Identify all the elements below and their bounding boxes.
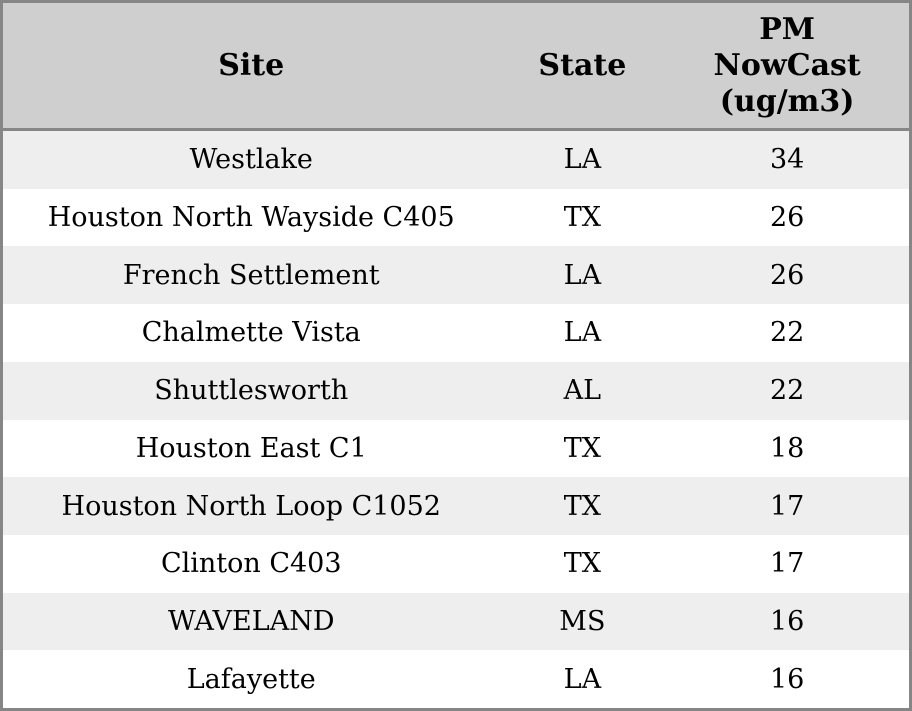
cell-pm-nowcast: 22 [769, 375, 805, 407]
cell-site: Shuttlesworth [154, 375, 349, 407]
cell-state: MS [559, 605, 606, 637]
cell-pm-nowcast: 18 [769, 432, 805, 464]
table-row: Westlake LA 34 [3, 131, 909, 189]
table-row: Houston North Wayside C405 TX 26 [3, 188, 909, 247]
cell-state: TX [563, 490, 601, 522]
cell-state: LA [563, 663, 602, 695]
cell-site: Westlake [189, 144, 313, 176]
cell-site: French Settlement [122, 259, 380, 291]
cell-state: TX [563, 202, 601, 234]
cell-site: Houston East C1 [135, 432, 367, 464]
cell-site: Houston North Wayside C405 [47, 202, 455, 234]
cell-site: Houston North Loop C1052 [61, 490, 441, 522]
cell-pm-nowcast: 26 [769, 202, 805, 234]
column-header-state: State [538, 47, 627, 83]
table-row: Clinton C403 TX 17 [3, 534, 909, 593]
cell-state: LA [563, 317, 602, 349]
table-body: Westlake LA 34 Houston North Wayside C40… [3, 131, 909, 709]
table-row: WAVELAND MS 16 [3, 592, 909, 651]
cell-site: Chalmette Vista [141, 317, 361, 349]
table-row: Chalmette Vista LA 22 [3, 304, 909, 362]
cell-pm-nowcast: 17 [769, 490, 805, 522]
cell-state: LA [563, 259, 602, 291]
table-row: Lafayette LA 16 [3, 650, 909, 709]
table-row: Shuttlesworth AL 22 [3, 361, 909, 420]
table-row: Houston North Loop C1052 TX 17 [3, 477, 909, 535]
cell-state: AL [563, 375, 602, 407]
cell-pm-nowcast: 16 [769, 663, 805, 695]
cell-pm-nowcast: 17 [769, 548, 805, 580]
pm-nowcast-header-label: PM NowCast (ug/m3) [713, 11, 861, 119]
table-row: Houston East C1 TX 18 [3, 419, 909, 478]
column-header-pm-nowcast: PM NowCast (ug/m3) [665, 12, 909, 120]
table-header-row: Site State PM NowCast (ug/m3) [3, 3, 909, 131]
cell-state: TX [563, 432, 601, 464]
cell-pm-nowcast: 22 [769, 317, 805, 349]
cell-state: TX [563, 548, 601, 580]
cell-pm-nowcast: 16 [769, 605, 805, 637]
cell-site: Clinton C403 [160, 548, 342, 580]
cell-pm-nowcast: 34 [769, 144, 805, 176]
table-row: French Settlement LA 26 [3, 246, 909, 305]
cell-site: WAVELAND [168, 605, 335, 637]
cell-pm-nowcast: 26 [769, 259, 805, 291]
cell-site: Lafayette [186, 663, 316, 695]
cell-state: LA [563, 144, 602, 176]
column-header-site: Site [218, 47, 285, 83]
